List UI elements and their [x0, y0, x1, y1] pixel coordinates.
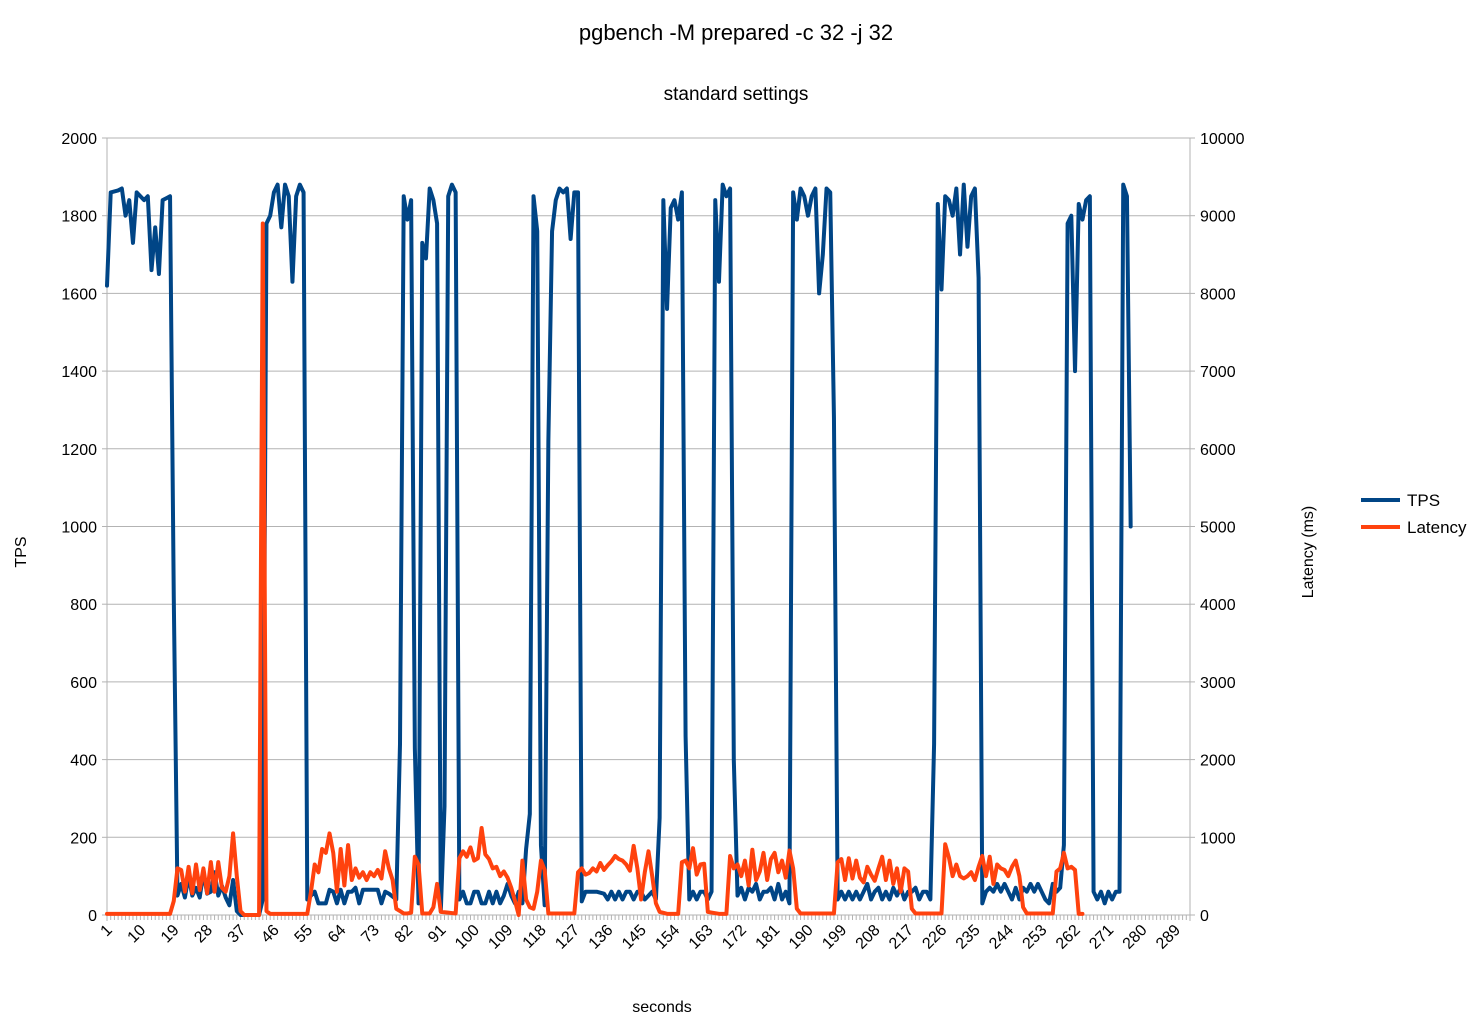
x-tick-label: 262 [1053, 922, 1084, 953]
x-tick-label: 217 [886, 922, 917, 953]
x-tick-label: 10 [125, 922, 150, 947]
y-tick-label: 1000 [61, 520, 97, 537]
y-tick-label: 1600 [61, 286, 97, 303]
x-tick-label: 271 [1086, 922, 1117, 953]
x-tick-label: 172 [719, 922, 750, 953]
y2-tick-label: 8000 [1200, 286, 1236, 303]
y-axis-tick-labels: 0 200 400 600 800 1000 1200 1400 1600 1800 2000 [61, 131, 97, 925]
y2-tick-label: 3000 [1200, 675, 1236, 692]
y-tick-label: 1400 [61, 364, 97, 381]
y-tick-label: 200 [70, 830, 97, 847]
x-tick-label: 136 [586, 922, 617, 953]
x-tick-label: 280 [1120, 922, 1151, 953]
y-axis-title: TPS [13, 536, 30, 567]
legend-label-latency: Latency [1407, 518, 1467, 537]
y2-tick-label: 1000 [1200, 830, 1236, 847]
x-tick-label: 145 [619, 922, 650, 953]
y2-tick-label: 7000 [1200, 364, 1236, 381]
x-tick-label: 253 [1020, 922, 1051, 953]
x-tick-label: 118 [520, 922, 550, 952]
x-tick-label: 100 [452, 922, 483, 953]
x-tick-label: 235 [953, 922, 984, 953]
x-tick-label: 28 [191, 922, 216, 947]
y-tick-label: 600 [70, 675, 97, 692]
x-tick-label: 199 [819, 922, 850, 953]
y-tick-label: 400 [70, 753, 97, 770]
x-tick-label: 181 [753, 922, 784, 953]
x-tick-label: 19 [158, 922, 183, 947]
x-tick-label: 37 [225, 922, 250, 947]
y-tick-label: 800 [70, 597, 97, 614]
y2-tick-label: 9000 [1200, 209, 1236, 226]
legend: TPS Latency [1361, 491, 1467, 537]
series-line-latency [105, 221, 1085, 917]
x-tick-label: 190 [786, 922, 817, 953]
x-tick-label: 127 [552, 922, 583, 953]
series-lines [105, 182, 1133, 917]
x-tick-label: 1 [98, 922, 116, 940]
y2-tick-label: 5000 [1200, 520, 1236, 537]
y2-tick-label: 6000 [1200, 442, 1236, 459]
y-tick-label: 2000 [61, 131, 97, 148]
chart-title: pgbench -M prepared -c 32 -j 32 [579, 20, 893, 45]
grid-lines [107, 137, 1190, 916]
x-tick-label: 64 [325, 922, 350, 947]
y2-axis-title: Latency (ms) [1300, 506, 1317, 598]
y2-tick-label: 4000 [1200, 597, 1236, 614]
x-tick-label: 91 [425, 922, 450, 947]
y-tick-label: 0 [88, 908, 97, 925]
x-tick-label: 226 [919, 922, 950, 953]
x-tick-label: 154 [652, 922, 683, 953]
x-axis-title: seconds [632, 999, 692, 1016]
x-tick-label: 109 [485, 922, 516, 953]
y-tick-label: 1800 [61, 209, 97, 226]
y2-tick-label: 0 [1200, 908, 1209, 925]
series-line-tps [105, 182, 1133, 917]
x-tick-label: 289 [1153, 922, 1184, 953]
chart-subtitle: standard settings [664, 84, 809, 105]
x-tick-label: 208 [853, 922, 884, 953]
x-tick-label: 73 [358, 922, 383, 947]
y2-tick-label: 2000 [1200, 753, 1236, 770]
x-tick-label: 82 [392, 922, 417, 947]
y2-axis-tick-labels: 0 1000 2000 3000 4000 5000 6000 7000 8000 9000 100… [1200, 131, 1245, 925]
y-tick-label: 1200 [61, 442, 97, 459]
x-tick-label: 244 [986, 922, 1017, 953]
x-tick-label: 55 [292, 922, 317, 947]
x-axis-tick-labels: 1 10 19 28 37 46 55 64 73 82 91 100 109 118 127 136 145 1… [98, 922, 1185, 953]
x-tick-label: 46 [258, 922, 283, 947]
y2-tick-label: 10000 [1200, 131, 1245, 148]
x-tick-label: 163 [686, 922, 717, 953]
legend-label-tps: TPS [1407, 491, 1440, 510]
